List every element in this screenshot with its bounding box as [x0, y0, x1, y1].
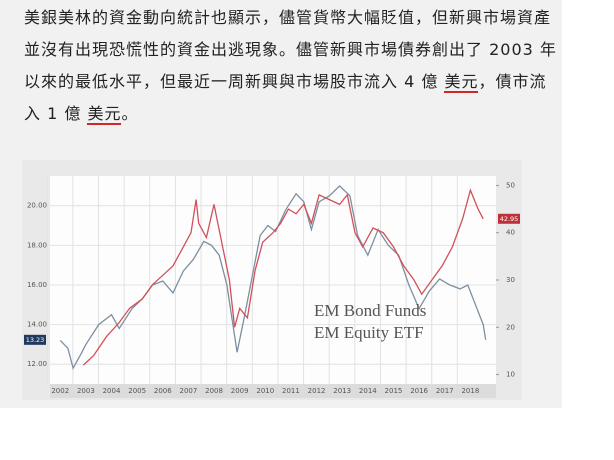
x-tick-label: 2018 — [461, 387, 479, 395]
x-tick-label: 2010 — [256, 387, 274, 395]
plot-area — [50, 176, 496, 384]
x-tick-label: 2002 — [51, 387, 69, 395]
article-paragraph: 美銀美林的資金動向統計也顯示，儘管貨幣大幅貶值，但新興市場資產並沒有出現恐慌性的… — [24, 2, 560, 130]
y2-tick-label: 30 — [506, 276, 515, 284]
y2-tick-label: 10 — [506, 371, 515, 379]
y-tick-label: 14.00 — [27, 321, 47, 329]
x-tick-label: 2006 — [154, 387, 172, 395]
x-tick-label: 2015 — [385, 387, 403, 395]
legend-entry: EM Equity ETF — [314, 323, 424, 342]
y2-tick-label: 20 — [506, 323, 515, 331]
x-tick-label: 2004 — [103, 387, 121, 395]
x-tick-label: 2005 — [128, 387, 146, 395]
series-line — [59, 184, 487, 370]
end-value-label: 42.95 — [500, 215, 519, 223]
y-tick-label: 12.00 — [27, 360, 47, 368]
end-value-label: 13.23 — [26, 336, 45, 344]
x-tick-label: 2008 — [205, 387, 223, 395]
text: ，債市流入 1 億 — [24, 72, 547, 123]
y2-tick-label: 40 — [506, 229, 515, 237]
x-tick-label: 2003 — [77, 387, 95, 395]
end-value-badge — [498, 213, 520, 224]
x-tick-label: 2011 — [282, 387, 300, 395]
series-line — [82, 188, 484, 366]
y2-tick-label: 50 — [506, 181, 515, 189]
legend-entry: EM Bond Funds — [314, 301, 426, 320]
link[interactable]: 美元 — [87, 104, 122, 125]
x-tick-label: 2007 — [179, 387, 197, 395]
x-tick-label: 2013 — [333, 387, 351, 395]
x-tick-label: 2009 — [231, 387, 249, 395]
text: 美銀美林的資金動向統計也顯示，儘管貨幣大幅貶值，但新興市場資產並沒有出現恐慌性的… — [24, 8, 557, 91]
end-value-badge — [24, 334, 46, 345]
x-tick-label: 2014 — [359, 387, 377, 395]
link[interactable]: 美元 — [444, 72, 479, 93]
y-tick-label: 18.00 — [27, 241, 47, 249]
x-tick-label: 2017 — [436, 387, 454, 395]
y-tick-label: 16.00 — [27, 281, 47, 289]
y-tick-label: 20.00 — [27, 202, 47, 210]
x-tick-label: 2012 — [308, 387, 326, 395]
x-tick-label: 2016 — [410, 387, 428, 395]
chart: 12.00 14.00 16.00 18.00 20.00 10 20 30 40 50 2002 2… — [22, 160, 522, 400]
text: 。 — [121, 104, 139, 123]
x-axis-band — [50, 384, 496, 398]
